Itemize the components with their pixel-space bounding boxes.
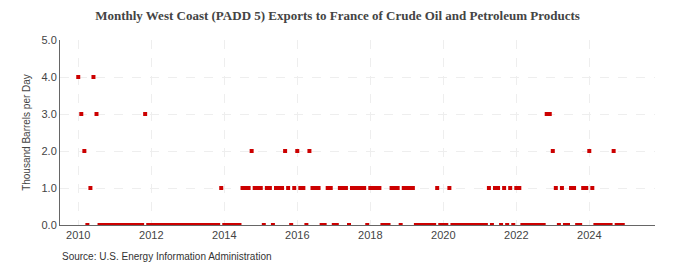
svg-text:2024: 2024 <box>577 229 601 241</box>
svg-text:2.0: 2.0 <box>42 145 57 157</box>
svg-text:2012: 2012 <box>139 229 163 241</box>
svg-text:Monthly West Coast (PADD 5) Ex: Monthly West Coast (PADD 5) Exports to F… <box>95 8 580 23</box>
svg-text:5.0: 5.0 <box>42 34 57 46</box>
svg-text:2016: 2016 <box>285 229 309 241</box>
svg-text:2014: 2014 <box>212 229 236 241</box>
svg-text:Source: U.S. Energy Informatio: Source: U.S. Energy Information Administ… <box>62 251 272 262</box>
svg-text:2020: 2020 <box>431 229 455 241</box>
svg-text:0.0: 0.0 <box>42 219 57 231</box>
svg-text:4.0: 4.0 <box>42 71 57 83</box>
svg-text:2022: 2022 <box>504 229 528 241</box>
svg-text:2010: 2010 <box>66 229 90 241</box>
svg-text:Thousand Barrels per Day: Thousand Barrels per Day <box>21 74 32 191</box>
svg-text:2018: 2018 <box>358 229 382 241</box>
svg-text:1.0: 1.0 <box>42 182 57 194</box>
svg-text:3.0: 3.0 <box>42 108 57 120</box>
